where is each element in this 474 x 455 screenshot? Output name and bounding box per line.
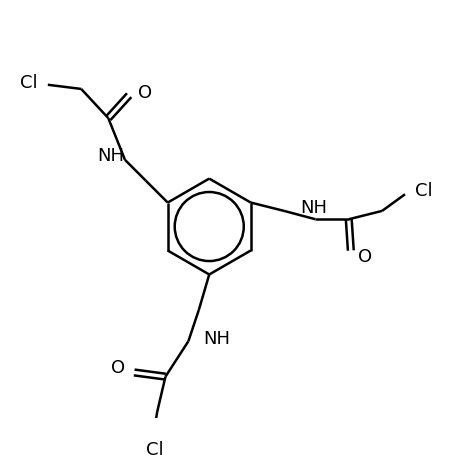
- Text: NH: NH: [203, 330, 230, 348]
- Text: Cl: Cl: [416, 182, 433, 200]
- Text: Cl: Cl: [146, 440, 164, 455]
- Text: O: O: [111, 359, 125, 377]
- Text: NH: NH: [300, 198, 327, 217]
- Text: O: O: [138, 84, 152, 102]
- Text: NH: NH: [98, 147, 125, 166]
- Text: Cl: Cl: [20, 74, 37, 91]
- Text: O: O: [358, 248, 373, 266]
